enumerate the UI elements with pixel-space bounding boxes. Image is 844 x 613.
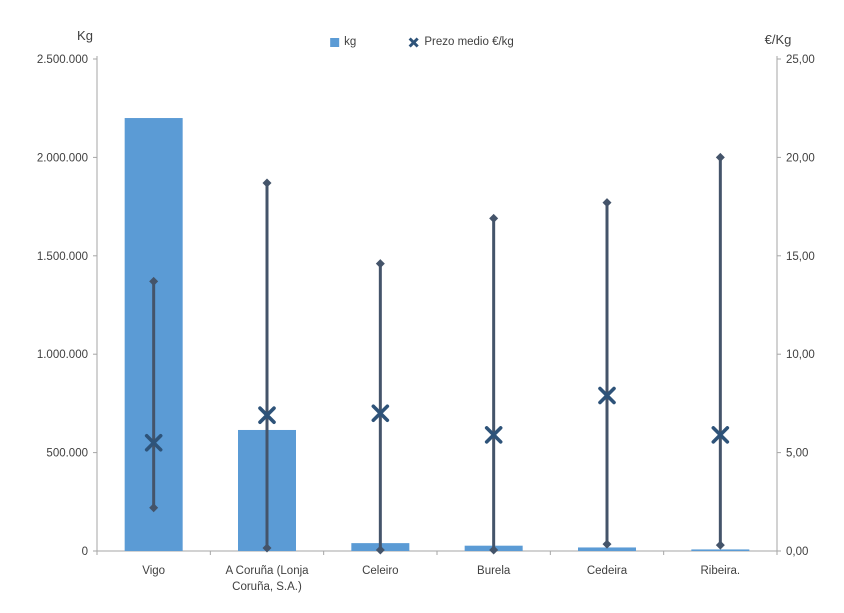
right-axis-title: €/Kg	[764, 32, 792, 47]
price-min-diamond-marker[interactable]	[262, 543, 272, 553]
legend-item-kg: kg	[330, 36, 356, 48]
price-min-diamond-marker[interactable]	[715, 540, 725, 550]
category-label: Cedeira	[587, 565, 628, 577]
price-max-diamond-marker[interactable]	[375, 259, 385, 269]
category-label: Celeiro	[362, 565, 398, 577]
left-axis-tick-label: 2.500.000	[37, 54, 88, 66]
price-mean-x-marker[interactable]	[484, 426, 503, 444]
price-mean-x-marker[interactable]	[371, 404, 390, 423]
price-max-diamond-marker[interactable]	[262, 178, 272, 188]
left-axis-title: Kg	[77, 28, 93, 43]
kg-series-swatch-icon	[330, 37, 340, 47]
left-axis-tick-label: 1.000.000	[37, 349, 88, 361]
right-axis-tick-label: 10,00	[786, 349, 815, 361]
left-axis-tick-label: 1.500.000	[37, 251, 88, 263]
category-label: Ribeira.	[701, 565, 741, 577]
price-mean-x-marker[interactable]	[598, 386, 616, 405]
legend-label-prezo-medio: Prezo medio €/kg	[424, 36, 514, 48]
right-axis-tick-label: 5,00	[786, 448, 808, 460]
price-min-diamond-marker[interactable]	[149, 503, 159, 513]
right-axis-tick-label: 0,00	[786, 546, 808, 558]
category-label: Coruña, S.A.)	[232, 581, 302, 593]
price-max-diamond-marker[interactable]	[602, 198, 612, 208]
left-axis-tick-label: 0	[82, 546, 88, 558]
legend-item-prezo-medio: Prezo medio €/kg	[408, 36, 514, 48]
bar-ribeira[interactable]	[691, 549, 750, 551]
price-max-diamond-marker[interactable]	[149, 276, 159, 286]
price-mean-x-marker[interactable]	[258, 406, 276, 425]
right-axis-tick-label: 15,00	[786, 251, 815, 263]
price-min-diamond-marker[interactable]	[489, 545, 499, 555]
right-axis-tick-label: 20,00	[786, 152, 815, 164]
right-axis-tick-label: 25,00	[786, 54, 815, 66]
bar-cedeira[interactable]	[578, 547, 636, 551]
price-max-diamond-marker[interactable]	[715, 152, 725, 162]
x-marker-icon	[408, 36, 419, 48]
price-mean-x-marker[interactable]	[144, 433, 163, 452]
category-label: Burela	[477, 565, 511, 577]
price-mean-x-marker[interactable]	[711, 426, 730, 444]
price-min-diamond-marker[interactable]	[375, 545, 385, 555]
price-min-diamond-marker[interactable]	[602, 539, 612, 549]
category-label: A Coruña (Lonja	[225, 565, 309, 577]
legend: kg Prezo medio €/kg	[330, 36, 514, 48]
category-label: Vigo	[142, 565, 165, 577]
left-axis-tick-label: 500.000	[46, 448, 88, 460]
legend-label-kg: kg	[344, 36, 357, 48]
price-max-diamond-marker[interactable]	[489, 213, 499, 223]
left-axis-tick-label: 2.000.000	[37, 152, 88, 164]
